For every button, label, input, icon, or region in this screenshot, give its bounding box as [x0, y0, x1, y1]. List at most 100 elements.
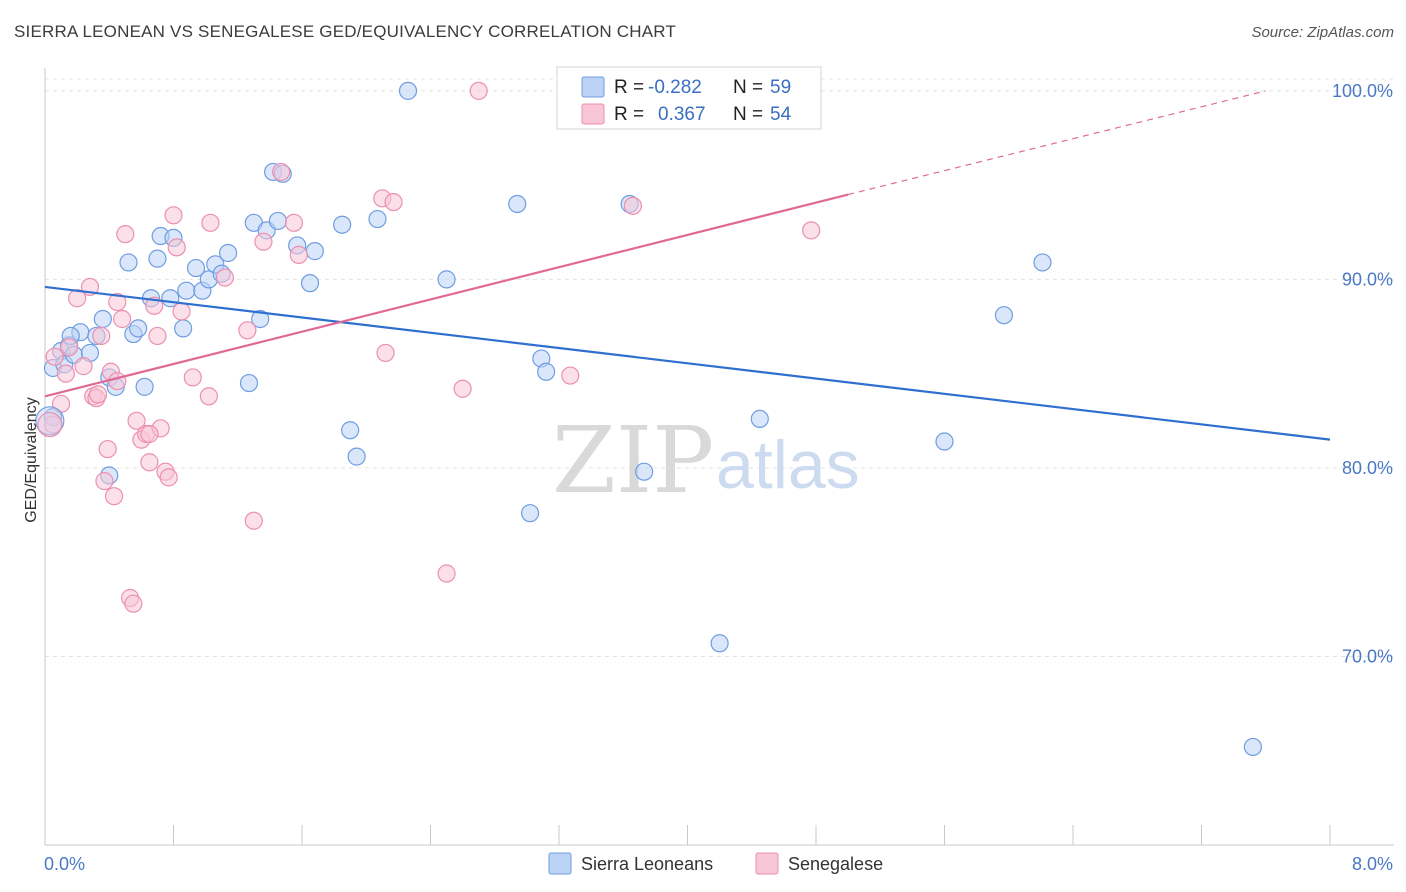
sierra-leonean-point	[368, 209, 387, 229]
sierra-leonean-point	[750, 409, 769, 429]
senegalese-point	[215, 268, 234, 287]
sierra-leonean-point	[1243, 737, 1263, 757]
senegalese-point	[167, 238, 186, 257]
senegalese-point	[140, 453, 159, 472]
legend-n-label-2: N =	[733, 104, 763, 125]
senegalese-point	[376, 343, 395, 363]
senegalese-trend-line	[44, 193, 849, 398]
sierra-leonean-point	[177, 281, 196, 300]
chart-title: SIERRA LEONEAN VS SENEGALESE GED/EQUIVAL…	[14, 22, 677, 41]
senegalese-point	[108, 292, 127, 312]
senegalese-point	[145, 296, 164, 315]
senegalese-point	[201, 213, 220, 232]
sierra-leonean-point	[135, 377, 154, 396]
legend-r-label-2: R =	[614, 104, 644, 125]
legend-n-label-1: N =	[733, 77, 763, 98]
senegalese-point	[238, 321, 257, 340]
x-tick-label: 8.0%	[1352, 854, 1393, 874]
senegalese-point	[623, 196, 642, 215]
sierra-leonean-point	[129, 319, 148, 338]
y-tick-label: 80.0%	[1342, 458, 1393, 478]
sierra-leonean-point	[341, 421, 360, 440]
senegalese-point	[92, 326, 111, 346]
sierra-leonean-point	[93, 309, 112, 329]
bottom-legend-label-2: Senegalese	[788, 854, 883, 874]
senegalese-point	[127, 411, 146, 430]
sierra-leonean-point	[520, 504, 540, 523]
senegalese-point	[244, 511, 263, 530]
axis-layer: 70.0% 80.0% 90.0% 100.0% 0.0% 8.0%	[44, 68, 1394, 874]
senegalese-point	[59, 338, 79, 357]
senegalese-point	[124, 594, 143, 613]
senegalese-point	[112, 309, 132, 329]
senegalese-point	[140, 424, 159, 444]
senegalese-point	[289, 245, 308, 264]
senegalese-point	[561, 366, 580, 385]
stats-legend: R = -0.282 N = 59 R = 0.367 N = 54	[556, 66, 822, 130]
senegalese-point	[384, 192, 403, 212]
y-axis-title: GED/Equivalency	[23, 397, 40, 522]
sierra-leonean-point	[1033, 253, 1052, 272]
senegalese-point	[437, 564, 456, 583]
x-tick-label: 0.0%	[44, 854, 85, 874]
legend-swatch-blue	[581, 76, 605, 98]
sierra-leonean-point	[710, 634, 729, 653]
senegalese-point	[172, 302, 191, 321]
senegalese-point	[104, 487, 124, 506]
senegalese-point	[88, 385, 108, 404]
legend-r-label-1: R =	[614, 77, 644, 98]
watermark: ZIP atlas	[552, 407, 860, 514]
senegalese-point	[116, 225, 135, 244]
y-tick-label: 90.0%	[1342, 269, 1393, 289]
senegalese-point	[148, 326, 167, 346]
senegalese-point	[802, 221, 821, 240]
senegalese-point	[74, 357, 93, 376]
senegalese-trend-extension	[847, 90, 1266, 196]
sierra-leonean-point	[119, 253, 138, 272]
senegalese-point	[108, 372, 127, 391]
sierra-leonean-point	[174, 319, 193, 338]
legend-swatch-pink	[581, 103, 605, 125]
senegalese-point	[272, 162, 291, 182]
legend-r-value-2: 0.367	[658, 104, 706, 125]
senegalese-point	[469, 81, 488, 100]
series-legend: Sierra Leoneans Senegalese	[548, 852, 883, 875]
sierra-leonean-point	[305, 242, 324, 261]
senegalese-point	[164, 206, 183, 225]
sierra-leonean-point	[347, 447, 366, 466]
sierra-leonean-point	[333, 215, 352, 234]
bottom-legend-label-1: Sierra Leoneans	[581, 854, 713, 874]
sierra-leonean-point	[35, 406, 65, 436]
sierra-leonean-point	[437, 270, 456, 289]
senegalese-point	[284, 213, 304, 232]
legend-n-value-1: 59	[770, 77, 791, 98]
senegalese-point	[453, 379, 472, 398]
senegalese-point	[45, 347, 64, 366]
sierra-leonean-point	[935, 432, 954, 451]
source-label: Source: ZipAtlas.com	[1251, 24, 1394, 41]
senegalese-point	[159, 468, 178, 487]
sierra-leonean-point	[268, 211, 288, 231]
sierra-leonean-point	[148, 249, 167, 268]
points-layer	[35, 81, 1263, 757]
y-tick-label: 100.0%	[1332, 81, 1393, 101]
legend-n-value-2: 54	[770, 104, 792, 125]
senegalese-point	[37, 411, 63, 438]
sierra-leonean-point	[398, 81, 418, 100]
senegalese-point	[95, 472, 114, 491]
senegalese-point	[199, 387, 218, 406]
trend-layer	[44, 90, 1331, 441]
senegalese-point	[56, 364, 75, 383]
senegalese-point	[183, 368, 202, 387]
senegalese-point	[254, 232, 273, 251]
sierra-leonean-point	[300, 274, 320, 293]
sierra-leonean-point	[186, 258, 206, 278]
sierra-leonean-point	[251, 309, 270, 329]
sierra-leonean-trend-line	[44, 285, 1331, 441]
senegalese-point	[98, 439, 117, 459]
bottom-legend-swatch-pink	[755, 852, 779, 875]
sierra-leonean-point	[635, 462, 654, 481]
sierra-leonean-point	[219, 243, 238, 263]
sierra-leonean-point	[537, 362, 556, 381]
